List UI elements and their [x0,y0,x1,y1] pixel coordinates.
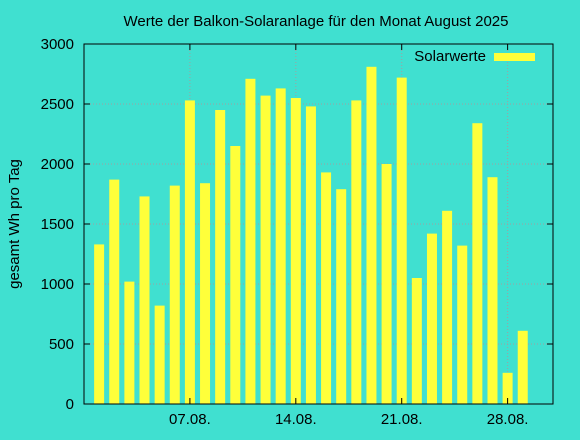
bar-day-19 [366,66,377,405]
legend-label: Solarwerte [414,48,486,65]
bar-day-10 [230,146,241,404]
bar-day-6 [169,185,180,404]
bar-day-17 [336,189,347,404]
bar-day-3 [124,281,135,404]
bar-day-25 [457,245,468,404]
bar-day-22 [411,278,422,404]
plot-frame [83,43,554,405]
chart-title: Werte der Balkon-Solaranlage für den Mon… [124,13,509,30]
y-tick-label: 500 [49,336,74,353]
y-tick-label: 2000 [41,156,74,173]
bar-day-21 [396,77,407,404]
legend: Solarwerte [414,48,535,65]
data-bars [94,66,528,405]
bar-day-23 [426,233,437,404]
bar-day-7 [184,100,195,405]
y-tick-label: 1000 [41,276,74,293]
y-tick-label: 2500 [41,96,74,113]
bar-day-24 [442,210,453,404]
x-tick-label: 21.08. [381,411,423,428]
y-tick-label: 0 [66,396,74,413]
grid-lines [84,44,553,404]
bar-day-2 [109,179,120,404]
legend-swatch [494,53,535,61]
bar-day-20 [381,164,392,404]
x-tick-label: 14.08. [275,411,317,428]
bar-day-26 [472,123,483,404]
bar-day-29 [517,330,528,404]
bar-day-12 [260,95,271,404]
bar-day-8 [200,183,211,404]
y-tick-label: 1500 [41,216,74,233]
bar-day-9 [215,110,226,404]
axes [83,43,554,405]
tick-labels: 0 500 1000 1500 2000 2500 3000 07.08. 14.08. 21.0… [41,36,529,428]
y-axis-label: gesamt Wh pro Tag [6,159,23,289]
bar-day-27 [487,177,498,404]
x-tick-label: 07.08. [169,411,211,428]
bar-day-28 [502,372,513,404]
bar-day-5 [154,305,165,404]
bar-day-1 [94,244,105,404]
x-tick-label: 28.08. [487,411,529,428]
bar-day-15 [305,106,316,405]
y-tick-label: 3000 [41,36,74,53]
bar-day-4 [139,196,150,404]
bar-day-13 [275,88,286,405]
bar-day-16 [321,172,332,404]
bar-day-14 [290,98,301,404]
bar-day-11 [245,78,256,405]
bar-day-18 [351,100,362,405]
